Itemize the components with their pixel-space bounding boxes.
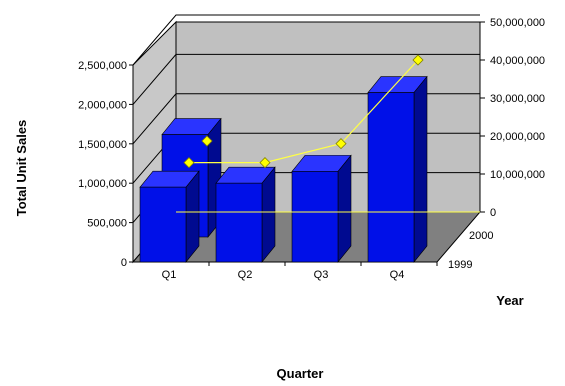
bars — [139, 75, 428, 263]
gridline — [132, 53, 480, 105]
line-point — [183, 157, 195, 169]
left-tick-label: 2,000,000 — [78, 99, 127, 111]
bar-side — [337, 154, 352, 263]
gridline — [132, 14, 480, 66]
line-point — [335, 138, 347, 150]
right-tick-label: 10,000,000 — [490, 169, 545, 181]
depth-tick-label: 1999 — [448, 259, 472, 271]
line-point — [201, 135, 213, 147]
depth-tick-label: 2000 — [469, 230, 493, 242]
bar-side — [261, 166, 276, 263]
left-tick-label: 0 — [121, 257, 127, 269]
line-series — [176, 54, 480, 213]
bar-1999-Q1 — [139, 170, 200, 263]
bar-side — [185, 170, 200, 263]
bar-1999-Q3 — [291, 154, 352, 263]
left-tick-label: 1,000,000 — [78, 178, 127, 190]
x-tick-label: Q4 — [390, 269, 405, 281]
right-tick-label: 40,000,000 — [490, 55, 545, 67]
right-tick-label: 0 — [490, 207, 496, 219]
x-tick-label: Q1 — [162, 269, 177, 281]
left-tick-label: 500,000 — [87, 218, 127, 230]
right-tick-label: 20,000,000 — [490, 131, 545, 143]
depth-labels: 1999 2000 — [448, 230, 493, 271]
left-tick-label: 1,500,000 — [78, 139, 127, 151]
right-tick-label: 30,000,000 — [490, 93, 545, 105]
x-axis-title: Quarter — [277, 366, 324, 381]
x-tick-label: Q2 — [238, 269, 253, 281]
z-axis-title: Year — [496, 293, 523, 308]
right-tick-label: 50,000,000 — [490, 17, 545, 29]
bar-1999-Q4 — [367, 75, 428, 263]
category-labels: Q1 Q2 Q3 Q4 — [162, 262, 438, 281]
bar-front — [291, 171, 339, 263]
bar-front — [215, 182, 263, 263]
line-point — [412, 54, 424, 66]
bar-1999-Q2 — [215, 166, 276, 263]
right-axis-ticks: 0 10,000,000 20,000,000 30,000,000 40,000,00… — [480, 17, 545, 219]
line-point — [259, 157, 271, 169]
left-axis-ticks: 0 500,000 1,000,000 1,500,000 2,000,000 2,500… — [78, 60, 133, 269]
x-tick-label: Q3 — [314, 269, 329, 281]
bar-front — [139, 186, 187, 263]
line-path — [189, 59, 419, 164]
bar-front — [367, 92, 415, 263]
y-axis-title: Total Unit Sales — [14, 120, 29, 217]
bar-side — [413, 75, 428, 263]
left-tick-label: 2,500,000 — [78, 60, 127, 72]
